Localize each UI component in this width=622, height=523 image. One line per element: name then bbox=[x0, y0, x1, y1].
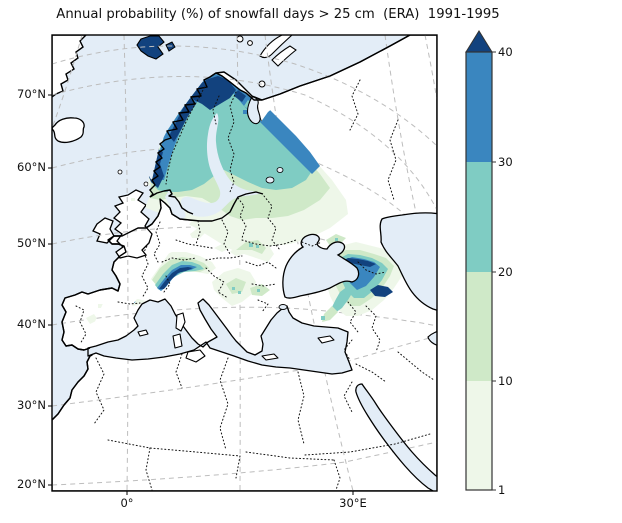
lat-tick-20n: 20°N bbox=[17, 477, 46, 491]
colorbar-tick-20: 20 bbox=[498, 265, 513, 279]
sicily bbox=[185, 349, 206, 363]
map-frame bbox=[51, 34, 438, 492]
greenland bbox=[52, 35, 87, 98]
caspian-sea bbox=[379, 212, 437, 311]
shetland-islands bbox=[143, 181, 149, 187]
lat-tick-70n: 70°N bbox=[17, 87, 46, 101]
red-sea bbox=[355, 383, 437, 491]
colorbar-tick-40: 40 bbox=[498, 45, 513, 59]
white-sea bbox=[247, 96, 261, 125]
mediterranean-sea bbox=[87, 298, 353, 375]
baltic-sea bbox=[180, 113, 262, 217]
lon-tick-0: 0° bbox=[120, 496, 134, 510]
persian-gulf bbox=[427, 331, 437, 346]
crete bbox=[261, 353, 279, 361]
lat-tick-40n: 40°N bbox=[17, 317, 46, 331]
lat-tick-60n: 60°N bbox=[17, 160, 46, 174]
novaya-zemlya bbox=[259, 35, 293, 59]
ireland bbox=[92, 217, 115, 244]
country-borders bbox=[75, 79, 435, 491]
colorbar-seg-20-30 bbox=[466, 162, 492, 272]
colorbar-tick-1: 1 bbox=[498, 483, 506, 497]
colorbar-seg-30-40 bbox=[466, 52, 492, 162]
lake-ladoga bbox=[265, 176, 275, 184]
colorbar-ticks bbox=[492, 51, 496, 491]
kattegat bbox=[165, 192, 186, 220]
svalbard bbox=[136, 35, 165, 60]
colorbar-tick-10: 10 bbox=[498, 374, 513, 388]
arctic-island bbox=[247, 40, 253, 46]
colorbar-outline bbox=[465, 51, 493, 491]
atlantic-coastline bbox=[52, 35, 411, 421]
inner-seas-group bbox=[87, 96, 437, 491]
colorbar-tick-30: 30 bbox=[498, 155, 513, 169]
faroe-islands bbox=[117, 169, 123, 175]
lon-tick-30e: 30°E bbox=[339, 496, 367, 510]
colorbar bbox=[465, 30, 496, 491]
colorbar-seg-1-10 bbox=[466, 381, 492, 490]
sardinia bbox=[172, 333, 183, 349]
cyprus bbox=[317, 335, 335, 344]
great-britain bbox=[112, 189, 153, 259]
lat-tick-30n: 30°N bbox=[17, 398, 46, 412]
novaya-zemlya-south bbox=[271, 45, 297, 67]
iceland bbox=[52, 117, 85, 144]
sea-of-marmara bbox=[278, 304, 288, 310]
islands-group bbox=[137, 312, 335, 363]
black-sea bbox=[282, 233, 360, 299]
chart-title: Annual probability (%) of snowfall days … bbox=[56, 7, 500, 22]
lake-onega bbox=[276, 167, 284, 173]
corsica bbox=[175, 312, 186, 332]
colorbar-over-arrow bbox=[465, 30, 493, 53]
lat-tick-50n: 50°N bbox=[17, 236, 46, 250]
balearic-islands bbox=[137, 329, 149, 337]
arctic-island bbox=[236, 35, 244, 43]
axis-ticks bbox=[48, 94, 354, 495]
colorbar-seg-10-20 bbox=[466, 272, 492, 381]
